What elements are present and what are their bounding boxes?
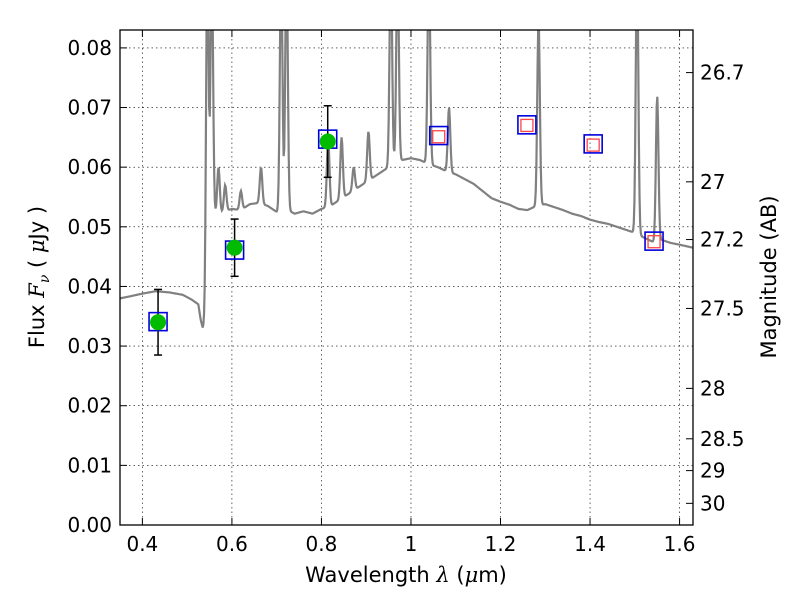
x-tick-label: 0.6 — [216, 532, 248, 556]
observed-flux-point — [319, 133, 336, 150]
data-points — [148, 104, 664, 356]
y-tick-label: 0.07 — [67, 96, 112, 120]
model-flux-marker — [148, 311, 168, 332]
plot-frame — [119, 29, 694, 526]
y-tick-label: 0.08 — [67, 36, 112, 60]
magnitude-tick-label: 27.5 — [700, 296, 745, 320]
magnitude-tick-label: 29 — [700, 459, 725, 483]
magnitude-tick-label: 27 — [700, 170, 725, 194]
x-tick-label: 1.2 — [485, 532, 517, 556]
y-tick-label: 0.01 — [67, 453, 112, 477]
magnitude-tick-label: 28 — [700, 376, 725, 400]
upper-limit-marker — [647, 235, 661, 249]
magnitude-tick-label: 28.5 — [700, 427, 745, 451]
model-flux-marker — [428, 125, 449, 146]
y-tick-label: 0.02 — [67, 394, 112, 418]
y-tick-label: 0.05 — [67, 215, 112, 239]
magnitude-tick-label: 27.2 — [700, 228, 745, 252]
y-tick-label: 0.00 — [67, 513, 112, 537]
x-tick-label: 1.4 — [574, 532, 606, 556]
model-flux-marker — [517, 115, 537, 135]
magnitude-tick-label: 26.7 — [700, 61, 745, 85]
observed-flux-point — [226, 239, 243, 256]
x-axis-title: Wavelength λ (μm) — [305, 563, 507, 587]
upper-limit-marker — [586, 138, 600, 152]
y-tick-label: 0.06 — [67, 155, 112, 179]
model-flux-marker — [583, 134, 603, 154]
x-tick-label: 1 — [405, 532, 418, 556]
magnitude-axis-title: Magnitude (AB) — [757, 195, 781, 358]
observed-flux-point — [150, 314, 167, 331]
spectrum — [120, 30, 693, 328]
spectrum-line — [120, 30, 693, 328]
model-flux-marker — [644, 231, 664, 251]
upper-limit-marker — [432, 130, 446, 144]
magnitude-tick-label: 30 — [700, 491, 725, 515]
x-tick-label: 0.8 — [306, 532, 338, 556]
y-axis-title: Flux Fν ( μJy ) — [25, 206, 53, 348]
y-tick-label: 0.04 — [67, 274, 112, 298]
x-tick-label: 1.6 — [664, 532, 696, 556]
y-tick-label: 0.03 — [67, 334, 112, 358]
x-tick-label: 0.4 — [126, 532, 158, 556]
axis-ticks: 0.4 0.6 0.8 1 1.2 1.4 1.6 0.00 0.01 0.02 0.03 0.04 0… — [67, 30, 745, 556]
upper-limit-marker — [520, 118, 534, 133]
